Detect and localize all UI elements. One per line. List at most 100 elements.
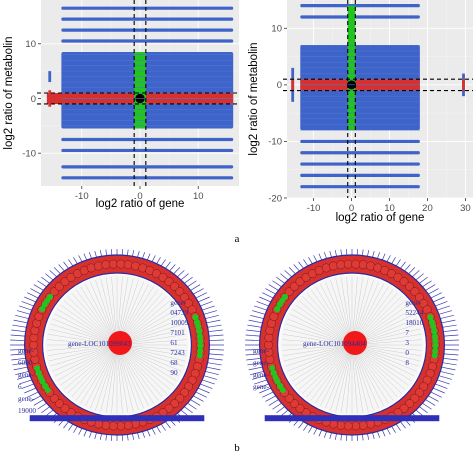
node-label: 6: [18, 383, 22, 391]
highlight-node: [197, 347, 204, 354]
edge: [351, 344, 374, 411]
edge: [298, 344, 353, 390]
highlight-node: [195, 323, 202, 330]
highlight-node: [270, 369, 277, 376]
node-label: 7243: [170, 349, 185, 357]
edge: [47, 339, 118, 346]
highlight-node: [192, 314, 199, 321]
edge: [63, 300, 118, 346]
point-band: [61, 6, 234, 10]
node-label: gene-: [253, 347, 270, 355]
edge: [351, 344, 379, 409]
edge: [52, 318, 118, 346]
ring-node: [101, 420, 111, 430]
y-tick-labels: -20 -10 0 10: [268, 24, 287, 204]
node-label: gene-: [253, 359, 270, 367]
edge: [330, 344, 353, 411]
point-band: [300, 151, 420, 155]
edge: [54, 313, 118, 346]
hub-label: gene-LOC101099043: [68, 340, 131, 348]
ring-node: [60, 277, 70, 287]
ring-node: [158, 272, 168, 282]
caption-b: b: [234, 442, 240, 452]
edge: [282, 344, 353, 351]
edge: [54, 344, 118, 377]
node-label: 68: [170, 359, 178, 367]
point-band: [61, 137, 234, 142]
point-band: [61, 39, 234, 43]
highlight-node: [269, 365, 276, 372]
ring-node: [123, 260, 133, 270]
edge: [71, 292, 118, 346]
ring-node: [328, 261, 338, 271]
edge: [67, 296, 118, 346]
edge: [116, 344, 144, 409]
highlight-node: [193, 318, 200, 325]
edge: [57, 309, 118, 346]
edge: [95, 344, 118, 411]
node-label: gene-: [18, 347, 35, 355]
point-band: [300, 173, 420, 177]
ring-outline-outer: [23, 254, 211, 436]
outlier-column: [48, 71, 52, 83]
ring-node: [101, 260, 111, 270]
edge: [47, 344, 118, 351]
edge: [50, 344, 118, 367]
highlight-node: [197, 342, 204, 349]
x-tick-label: 10: [193, 191, 204, 202]
ring-node: [351, 259, 361, 269]
node-label: 61: [170, 339, 178, 347]
threshold-lines: [37, 0, 239, 186]
node-label: 18010: [405, 319, 423, 327]
edge: [351, 344, 389, 404]
node-label: 7101: [170, 329, 185, 337]
ring-node: [336, 420, 346, 430]
edge: [116, 344, 149, 407]
edge: [302, 344, 353, 394]
highlight-node: [282, 293, 289, 300]
ring-node: [295, 277, 305, 287]
node-label: 8: [405, 359, 409, 367]
point-band: [61, 17, 234, 21]
highlight-node: [431, 333, 438, 340]
edge: [50, 323, 118, 346]
node-label: 6090: [18, 359, 33, 367]
caption-a: a: [235, 233, 240, 245]
x-tick-label: 20: [422, 203, 433, 214]
edge: [295, 344, 353, 386]
point-band: [61, 165, 234, 169]
node-label: gene-: [405, 299, 422, 307]
highlight-node: [427, 314, 434, 321]
ring-node: [415, 292, 424, 302]
highlight-node: [430, 323, 437, 330]
node-label: gene-: [18, 371, 35, 379]
network-panel-left: gene-LOC101099043 gene- 04739 10009 7101 61 72…: [10, 249, 224, 441]
highlight-node: [431, 328, 438, 335]
ring-node: [358, 260, 368, 270]
outlier-column: [48, 90, 52, 107]
edge: [71, 344, 118, 398]
hub-node: [108, 331, 132, 355]
edge: [310, 289, 353, 346]
highlight-node: [431, 352, 438, 359]
node-label: gene-: [253, 383, 270, 391]
edge: [67, 344, 118, 394]
node-label: 04739: [170, 309, 188, 317]
ring-node: [184, 382, 194, 391]
edge: [80, 344, 118, 404]
edge: [295, 304, 353, 346]
edge: [289, 313, 353, 346]
edge: [116, 344, 134, 412]
green-point-cloud: [134, 51, 146, 129]
point-band: [300, 162, 420, 166]
edge: [282, 339, 353, 346]
highlight-node: [196, 328, 203, 335]
highlight-node: [196, 352, 203, 359]
point-band: [300, 4, 420, 8]
edge: [351, 344, 384, 407]
edge: [285, 344, 353, 367]
point-band: [300, 139, 420, 144]
node-label: 10009: [170, 319, 188, 327]
x-tick-labels: -10 0 10: [75, 186, 204, 202]
